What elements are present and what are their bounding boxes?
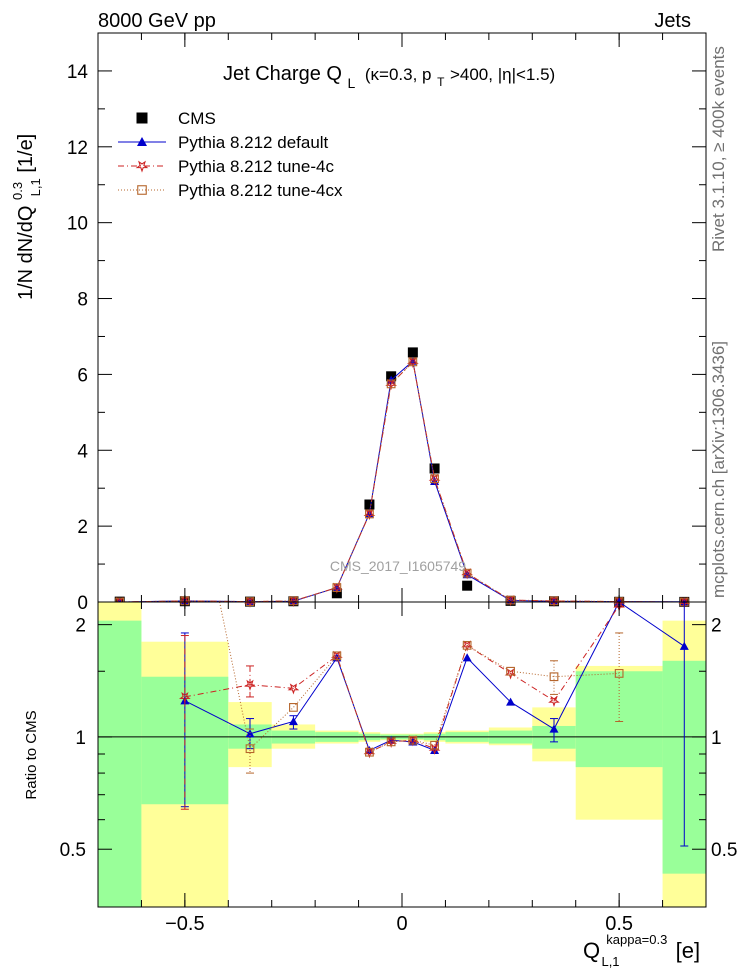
default-ratio-point [408, 737, 418, 746]
tune4c-point [678, 597, 691, 609]
legend-item-tune4cx: Pythia 8.212 tune-4cx [118, 181, 343, 200]
tune4cx-point [386, 379, 396, 389]
tune4c-ratio-point [428, 743, 441, 755]
legend-item-cms: CMS [136, 109, 216, 128]
band-inner [98, 620, 142, 907]
ratio-y-tick-label: 0.5 [60, 840, 86, 861]
cms-point [462, 580, 473, 591]
main-y-tick-label: 10 [67, 214, 88, 235]
tune4c-point [406, 356, 419, 369]
tune4c-point [330, 582, 343, 594]
legend-marker-tune4c [135, 160, 149, 173]
tune4c-point [244, 596, 256, 608]
x-axis-label: Q kappa=0.3 L,1 [e] [583, 924, 700, 971]
default-ratio-point [679, 641, 689, 650]
ratio-y-tick-label: 2 [75, 616, 86, 637]
band-inner [575, 671, 663, 768]
ratio-series-default [180, 597, 689, 847]
legend-marker-cms [136, 112, 148, 124]
side-text-bottom: mcplots.cern.ch [arXiv:1306.3436] [709, 341, 728, 598]
default-ratio-point [462, 653, 472, 662]
cms-point [429, 463, 440, 474]
main-y-label: 1/N dN/dQ 0.3 L,1 [1/e] [5, 134, 45, 300]
legend-label-default: Pythia 8.212 default [178, 133, 329, 152]
tune4cx-point [365, 509, 374, 519]
default-ratio-point [288, 716, 298, 726]
tune4c-ratio-point [287, 683, 300, 695]
legend-label-tune4c: Pythia 8.212 tune-4c [178, 157, 334, 176]
main-y-tick-label: 6 [77, 365, 88, 386]
default-ratio-point [245, 729, 255, 738]
tune4cx-ratio-point [506, 666, 515, 676]
legend-item-default: Pythia 8.212 default [118, 133, 329, 152]
ratio-series-tune4c [178, 600, 626, 810]
main-y-tick-label: 8 [77, 290, 88, 311]
main-y-tick-label: 2 [77, 517, 88, 538]
tune4c-ratio-point [548, 695, 560, 707]
legend-marker-tune4cx [137, 185, 147, 195]
default-ratio-point [549, 724, 559, 733]
tune4c-point [461, 568, 474, 580]
tune4cx-ratio-point [430, 740, 439, 750]
main-y-tick-label: 14 [67, 62, 89, 83]
ratio-series-tune4cx [219, 601, 624, 774]
tune4cx-ratio-point [549, 672, 559, 682]
tune4c-ratio-point [363, 747, 376, 759]
tune4cx-ratio-line [219, 601, 620, 753]
tune4cx-point [408, 357, 418, 367]
tune4cx-line [119, 360, 685, 603]
ratio-y-tick-label-right: 1 [711, 728, 722, 749]
ratio-y-label: Ratio to CMS [23, 710, 40, 799]
tune4cx-point [332, 583, 342, 592]
cms-point [407, 347, 418, 358]
side-text-top: Rivet 3.1.10, ≥ 400k events [709, 46, 728, 252]
ratio-y-tick-label-right: 0.5 [711, 840, 737, 861]
tune4c-ratio-point [178, 691, 191, 704]
legend-label-tune4cx: Pythia 8.212 tune-4cx [178, 181, 343, 200]
x-tick-label: −0.5 [165, 913, 204, 935]
tune4c-point [385, 378, 398, 391]
tune4c-ratio-point [244, 679, 256, 691]
chart-title: Jet Charge Q L (κ=0.3, p T >400, |η|<1.5… [223, 63, 555, 93]
default-ratio-point [506, 697, 516, 706]
x-tick-label: 0 [396, 913, 407, 935]
tune4cx-ratio-point [386, 737, 396, 747]
legend-label-cms: CMS [178, 109, 216, 128]
tune4cx-point [549, 596, 559, 606]
default-ratio-point [430, 745, 440, 755]
default-point [462, 570, 472, 579]
main-y-tick-label: 0 [77, 593, 88, 614]
x-tick-label: 0.5 [605, 913, 633, 935]
tune4cx-point [430, 474, 439, 484]
tune4cx-ratio-point [245, 744, 255, 754]
watermark: CMS_2017_I1605749 [330, 558, 466, 574]
tune4cx-ratio-point [332, 651, 342, 661]
tune4cx-ratio-point [289, 703, 298, 712]
main-y-tick-label: 4 [77, 441, 88, 462]
ratio-y-tick-label: 1 [75, 728, 86, 749]
tune4cx-ratio-point [462, 640, 472, 650]
tune4cx-point [506, 595, 515, 605]
header-left: 8000 GeV pp [98, 10, 216, 32]
tune4cx-ratio-point [365, 747, 374, 757]
tune4cx-ratio-point [614, 669, 624, 678]
main-panel: 0 2 4 6 8 10 12 14 Jet Charge Q L (κ=0.3, p T >… [5, 32, 707, 614]
tune4c-ratio-line [184, 605, 620, 753]
main-y-tick-label: 12 [67, 138, 88, 159]
cms-point [364, 499, 375, 510]
legend-marker-default [137, 137, 147, 146]
tune4c-ratio-point [406, 735, 419, 747]
ratio-y-tick-label-right: 2 [711, 616, 722, 637]
tune4cx-point [289, 596, 298, 606]
tune4c-ratio-point [330, 650, 343, 662]
ratio-panel: 0.5 0.5 1 1 2 2 −0.5 0 0.5 Ratio to CMS Q kappa=… [23, 597, 737, 971]
tune4cx-point [462, 568, 472, 578]
legend: CMS Pythia 8.212 default Pythia 8.212 tune… [118, 109, 343, 200]
tune4c-point [363, 508, 376, 521]
legend-item-tune4c: Pythia 8.212 tune-4c [118, 157, 334, 176]
tune4cx-ratio-point [408, 735, 418, 745]
header-right: Jets [654, 10, 691, 32]
